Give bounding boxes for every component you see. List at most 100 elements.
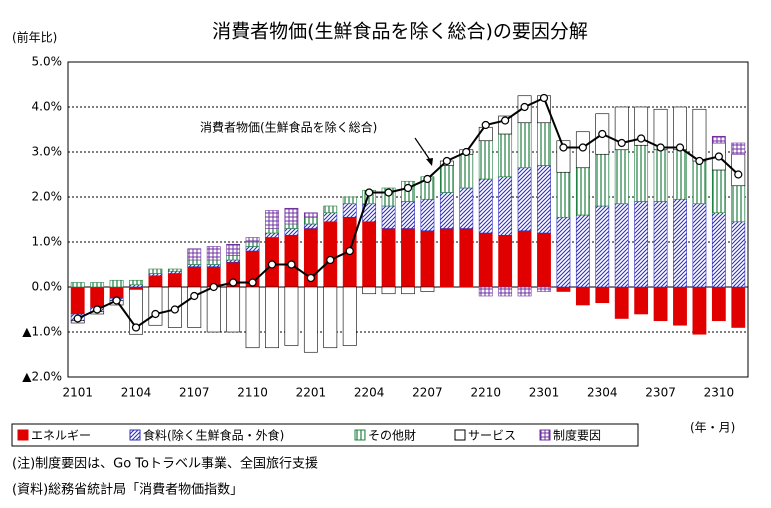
bar-segment xyxy=(731,142,746,155)
bar-segment xyxy=(478,178,493,234)
bar-segment xyxy=(692,108,707,162)
bar-segment xyxy=(323,212,338,223)
bar-segment xyxy=(401,228,415,288)
bar-segment xyxy=(653,201,668,288)
bar-segment xyxy=(673,286,687,326)
bar-segment xyxy=(187,266,202,288)
bar-segment xyxy=(478,286,493,297)
bar-segment xyxy=(614,149,629,205)
bar-segment xyxy=(342,196,357,205)
bar-segment xyxy=(575,286,590,306)
line-point xyxy=(248,278,257,287)
line-point xyxy=(365,188,374,197)
bar-segment xyxy=(459,187,474,229)
line-point xyxy=(209,282,218,292)
bar-segment xyxy=(537,232,551,288)
legend-swatch xyxy=(354,429,366,441)
bar-segment xyxy=(537,122,551,166)
bar-segment xyxy=(556,171,571,218)
bar-segment xyxy=(226,243,241,256)
line-point xyxy=(93,305,102,314)
x-tick-label: 2204 xyxy=(354,386,385,400)
y-tick-label: 2.0% xyxy=(32,190,63,204)
bar-segment xyxy=(206,264,221,268)
bar-segment xyxy=(575,167,590,216)
bar-segment xyxy=(90,282,105,288)
bar-segment xyxy=(420,286,435,292)
line-point xyxy=(384,188,393,197)
y-tick-label: 5.0% xyxy=(32,55,63,69)
line-point xyxy=(306,273,315,283)
bar-segment xyxy=(634,201,649,288)
bar-segment xyxy=(226,255,241,261)
line-point xyxy=(637,134,646,143)
x-tick-label: 2107 xyxy=(179,386,210,400)
bar-segment xyxy=(517,167,532,232)
bar-segment xyxy=(381,286,396,295)
bar-segment xyxy=(556,216,571,288)
note: (資料)総務省統計局「消費者物価指数」 xyxy=(12,482,243,498)
line-point xyxy=(423,174,432,184)
bar-segment xyxy=(401,286,415,295)
line-point xyxy=(675,143,685,152)
line-point xyxy=(326,255,335,265)
bar-segment xyxy=(381,228,396,288)
legend-box xyxy=(11,423,639,447)
bar-segment xyxy=(206,259,221,265)
bar-segment xyxy=(187,248,202,261)
legend-label: 制度要因 xyxy=(553,428,601,443)
bar-segment xyxy=(439,165,454,193)
x-tick-label: 2301 xyxy=(529,386,560,400)
bar-segment xyxy=(148,273,163,277)
bar-segment xyxy=(459,153,474,189)
bar-segment xyxy=(517,286,532,297)
x-tick-label: 2101 xyxy=(62,386,93,400)
line-point xyxy=(617,138,626,148)
bar-segment xyxy=(595,153,610,207)
line-point xyxy=(462,147,471,157)
bar-segment xyxy=(265,210,279,229)
line-point xyxy=(442,156,451,166)
note: (注)制度要因は、Go Toトラベル事業、全国旅行支援 xyxy=(12,456,318,472)
legend-swatch xyxy=(17,429,29,441)
bar-segment xyxy=(284,207,299,225)
bar-segment xyxy=(265,232,279,238)
bar-segment xyxy=(673,149,687,200)
bar-segment xyxy=(595,205,610,288)
bar-segment xyxy=(129,286,143,290)
line-point xyxy=(481,120,490,130)
bar-segment xyxy=(731,185,746,223)
line-point xyxy=(190,291,199,301)
bar-segment xyxy=(226,259,241,263)
y-tick-label: 4.0% xyxy=(32,100,63,114)
x-tick-label: 2110 xyxy=(237,386,268,400)
annotation-arrowhead xyxy=(426,158,433,166)
bar-segment xyxy=(342,203,357,218)
y-tick-label: 3.0% xyxy=(32,145,63,159)
bar-segment xyxy=(634,144,649,202)
bar-segment xyxy=(653,286,668,322)
bar-segment xyxy=(614,203,629,288)
bar-segment xyxy=(498,234,513,288)
legend-label: エネルギー xyxy=(31,429,91,443)
bar-segment xyxy=(109,279,124,288)
line-point xyxy=(656,143,665,152)
line-point xyxy=(520,102,529,112)
line-point xyxy=(151,309,160,319)
bar-segment xyxy=(381,205,396,229)
x-tick-label: 2210 xyxy=(470,386,501,400)
line-annotation: 消費者物価(生鮮食品を除く総合) xyxy=(200,120,377,135)
line-point xyxy=(578,143,587,152)
y-tick-label: 0.0% xyxy=(32,280,63,294)
bar-segment xyxy=(70,282,85,288)
bar-segment xyxy=(711,286,726,322)
bar-segment xyxy=(692,203,707,288)
legend-swatch xyxy=(539,429,551,441)
bar-segment xyxy=(653,149,668,202)
bar-segment xyxy=(711,135,726,144)
bar-segment xyxy=(245,241,260,247)
bar-segment xyxy=(284,223,299,229)
bar-segment xyxy=(595,286,610,304)
bar-segment xyxy=(517,122,532,169)
x-tick-label: 2307 xyxy=(645,386,676,400)
